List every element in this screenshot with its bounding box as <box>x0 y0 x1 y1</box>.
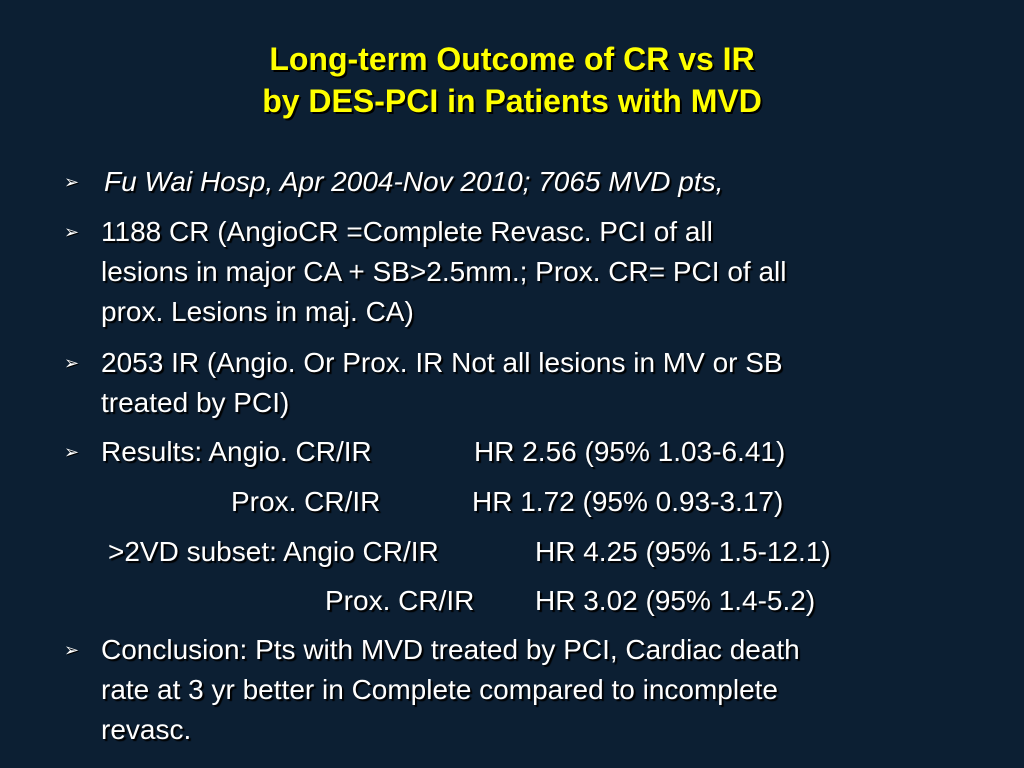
subset-angio-label: >2VD subset: Angio CR/IR <box>108 536 439 567</box>
bullet-text-cr-line-2: lesions in major CA + SB>2.5mm.; Prox. C… <box>101 256 787 287</box>
bullet-arrow-icon: ➢ <box>64 640 80 660</box>
bullet-arrow-icon: ➢ <box>64 222 80 242</box>
subset-angio-value: HR 4.25 (95% 1.5-12.1) <box>535 536 831 567</box>
subset-prox-label: Prox. CR/IR <box>325 585 475 616</box>
bullet-text-cr-line-1: 1188 CR (AngioCR =Complete Revasc. PCI o… <box>101 216 713 247</box>
bullet-text-ir-line-2: treated by PCI) <box>101 387 290 418</box>
conclusion-line-1: Conclusion: Pts with MVD treated by PCI,… <box>101 634 800 665</box>
bullet-text-cr-line-3: prox. Lesions in maj. CA) <box>101 296 414 327</box>
results-angio-label: Results: Angio. CR/IR <box>101 436 372 467</box>
results-prox-label: Prox. CR/IR <box>231 486 381 517</box>
bullet-arrow-icon: ➢ <box>64 172 80 192</box>
results-prox-value: HR 1.72 (95% 0.93-3.17) <box>472 486 784 517</box>
bullet-text-hospital: Fu Wai Hosp, Apr 2004-Nov 2010; 7065 MVD… <box>104 166 724 197</box>
bullet-arrow-icon: ➢ <box>64 353 80 373</box>
title-line-2: by DES-PCI in Patients with MVD <box>262 83 762 119</box>
slide-title: Long-term Outcome of CR vs IR by DES-PCI… <box>0 38 1024 122</box>
conclusion-line-3: revasc. <box>101 714 192 745</box>
subset-prox-value: HR 3.02 (95% 1.4-5.2) <box>535 585 816 616</box>
bullet-text-ir-line-1: 2053 IR (Angio. Or Prox. IR Not all lesi… <box>101 347 783 378</box>
bullet-arrow-icon: ➢ <box>64 442 80 462</box>
results-angio-value: HR 2.56 (95% 1.03-6.41) <box>474 436 786 467</box>
title-line-1: Long-term Outcome of CR vs IR <box>269 41 755 77</box>
conclusion-line-2: rate at 3 yr better in Complete compared… <box>101 674 779 705</box>
